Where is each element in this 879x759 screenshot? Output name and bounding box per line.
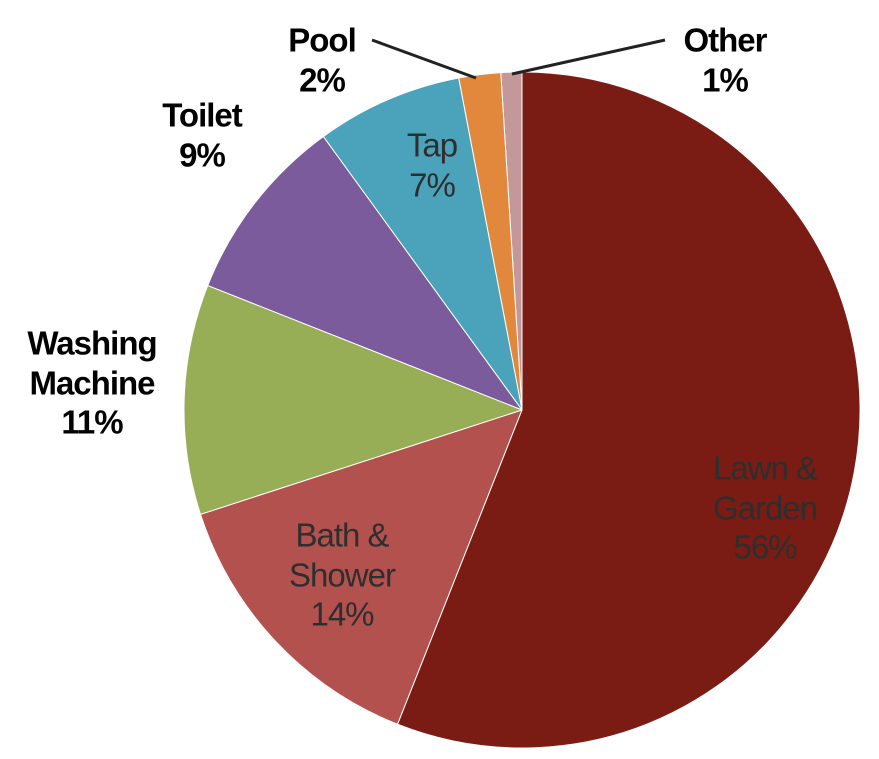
category-label: Lawn & Garden <box>712 449 818 527</box>
value-label: 7% <box>409 166 456 203</box>
category-label: Washing Machine <box>27 324 157 402</box>
category-label: Other <box>683 21 767 59</box>
value-label: 11% <box>61 403 123 441</box>
slice-label: Other 1% <box>665 20 785 99</box>
pie-slice <box>396 71 861 749</box>
pie-slice <box>207 135 524 412</box>
value-label: 56% <box>733 528 797 566</box>
value-label: 2% <box>299 61 346 98</box>
value-label: 1% <box>702 61 749 98</box>
category-label: Pool <box>288 21 357 59</box>
pie-slice <box>322 77 523 411</box>
slice-label: Pool 2% <box>272 20 372 99</box>
leader-line <box>511 38 666 76</box>
value-label: 14% <box>310 595 374 633</box>
category-label: Toilet <box>162 96 243 134</box>
pie-slice <box>183 284 524 516</box>
slice-label: Lawn & Garden 56% <box>680 449 850 568</box>
category-label: Tap <box>406 126 458 164</box>
pie-slice <box>199 409 523 725</box>
category-label: Bath & Shower <box>289 516 396 594</box>
leader-line <box>371 38 477 80</box>
slice-label: Bath & Shower 14% <box>262 516 422 635</box>
slice-label: Toilet 9% <box>142 95 262 174</box>
slice-label: Washing Machine 11% <box>5 324 180 443</box>
value-label: 9% <box>179 136 226 173</box>
slice-label: Tap 7% <box>382 125 482 204</box>
